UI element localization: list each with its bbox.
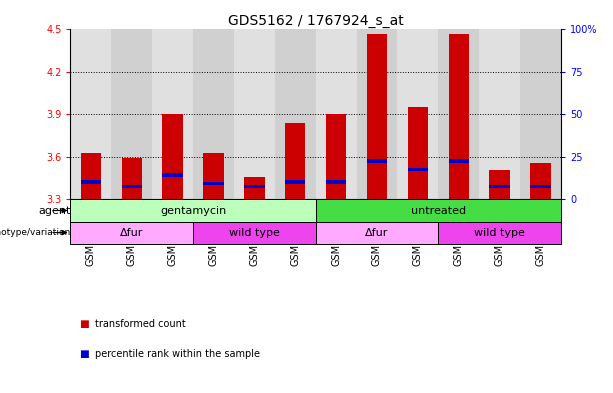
Bar bbox=[316, 200, 561, 222]
Text: untreated: untreated bbox=[411, 206, 466, 215]
Text: Δfur: Δfur bbox=[365, 228, 389, 238]
Bar bbox=[367, 159, 387, 163]
Bar bbox=[162, 114, 183, 200]
Bar bbox=[449, 34, 469, 200]
Bar bbox=[70, 222, 193, 244]
Bar bbox=[438, 29, 479, 200]
Text: gentamycin: gentamycin bbox=[160, 206, 226, 215]
Bar bbox=[275, 29, 316, 200]
Bar bbox=[408, 107, 428, 200]
Text: ■: ■ bbox=[79, 349, 89, 359]
Bar bbox=[489, 185, 510, 188]
Bar bbox=[449, 159, 469, 163]
Bar bbox=[285, 123, 305, 200]
Bar bbox=[479, 29, 520, 200]
Text: transformed count: transformed count bbox=[95, 319, 186, 329]
Text: genotype/variation: genotype/variation bbox=[0, 228, 70, 237]
Text: percentile rank within the sample: percentile rank within the sample bbox=[95, 349, 260, 359]
Bar bbox=[357, 29, 397, 200]
Bar bbox=[397, 29, 438, 200]
Bar bbox=[70, 200, 316, 222]
Bar bbox=[112, 29, 152, 200]
Bar bbox=[520, 29, 561, 200]
Text: wild type: wild type bbox=[474, 228, 525, 238]
Bar bbox=[244, 177, 265, 200]
Bar bbox=[81, 153, 101, 200]
Bar bbox=[326, 180, 346, 184]
Bar bbox=[316, 222, 438, 244]
Bar bbox=[70, 29, 112, 200]
Bar bbox=[489, 170, 510, 200]
Bar bbox=[204, 153, 224, 200]
Bar bbox=[204, 182, 224, 185]
Text: wild type: wild type bbox=[229, 228, 280, 238]
Bar bbox=[234, 29, 275, 200]
Bar bbox=[152, 29, 193, 200]
Title: GDS5162 / 1767924_s_at: GDS5162 / 1767924_s_at bbox=[228, 15, 403, 28]
Bar bbox=[408, 167, 428, 171]
Bar bbox=[193, 222, 316, 244]
Bar bbox=[244, 185, 265, 188]
Text: Δfur: Δfur bbox=[120, 228, 143, 238]
Text: agent: agent bbox=[38, 206, 70, 215]
Bar bbox=[438, 222, 561, 244]
Bar bbox=[121, 158, 142, 200]
Text: ■: ■ bbox=[79, 319, 89, 329]
Bar bbox=[121, 185, 142, 188]
Bar bbox=[193, 29, 234, 200]
Bar bbox=[530, 185, 550, 188]
Bar bbox=[367, 34, 387, 200]
Bar bbox=[530, 163, 550, 200]
Bar bbox=[81, 180, 101, 184]
Bar bbox=[162, 173, 183, 177]
Bar bbox=[316, 29, 357, 200]
Bar bbox=[285, 180, 305, 184]
Bar bbox=[326, 114, 346, 200]
